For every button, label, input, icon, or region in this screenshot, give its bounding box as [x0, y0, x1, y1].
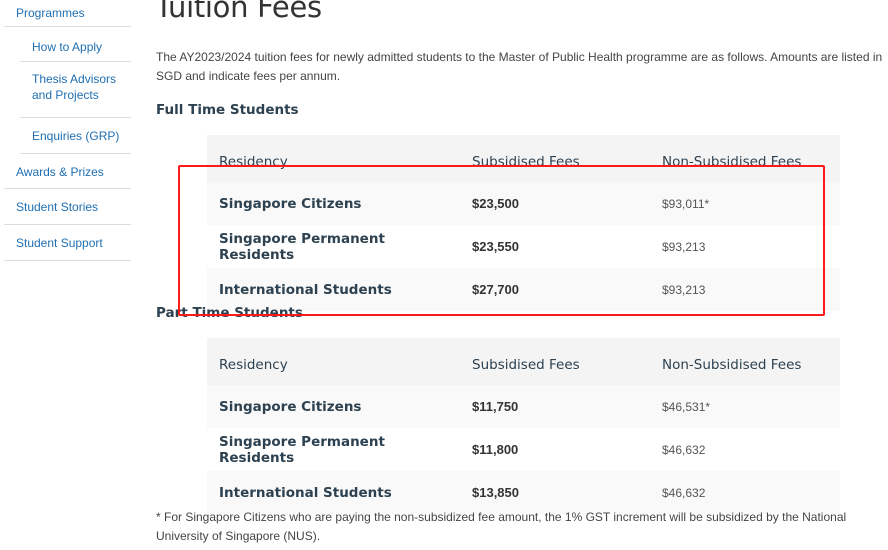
- column-header: Residency: [207, 135, 460, 182]
- residency-cell: Singapore Citizens: [207, 182, 460, 225]
- subsidised-fee-cell: $13,850: [460, 471, 650, 514]
- residency-cell: International Students: [207, 268, 460, 311]
- sidebar-item-awards[interactable]: Awards & Prizes: [4, 154, 131, 189]
- part-time-fees-table: Residency Subsidised Fees Non-Subsidised…: [207, 338, 840, 514]
- sidebar-item-programmes[interactable]: Programmes: [4, 0, 131, 27]
- column-header: Residency: [207, 338, 460, 385]
- subsidised-fee-cell: $11,800: [472, 442, 519, 457]
- column-header: Subsidised Fees: [460, 338, 650, 385]
- non-subsidised-fee-cell: $93,213: [662, 239, 706, 254]
- footnote: * For Singapore Citizens who are paying …: [156, 510, 847, 543]
- column-header: Subsidised Fees: [460, 135, 650, 182]
- table-row: International Students $27,700 $93,213: [207, 268, 840, 311]
- table-row: Singapore Citizens $11,750 $46,531*: [207, 385, 840, 428]
- intro-text: The AY2023/2024 tuition fees for newly a…: [156, 50, 883, 83]
- full-time-heading: Full Time Students: [156, 102, 299, 118]
- column-header: Non-Subsidised Fees: [650, 135, 840, 182]
- non-subsidised-fee-cell: $46,632: [662, 442, 706, 457]
- non-subsidised-fee-cell: $46,531*: [650, 385, 840, 428]
- full-time-fees-table: Residency Subsidised Fees Non-Subsidised…: [207, 135, 840, 311]
- sidebar-item-student-stories[interactable]: Student Stories: [4, 189, 131, 225]
- table-row: Singapore Citizens $23,500 $93,011*: [207, 182, 840, 225]
- subsidised-fee-cell: $23,500: [460, 182, 650, 225]
- table-header-row: Residency Subsidised Fees Non-Subsidised…: [207, 135, 840, 182]
- non-subsidised-fee-cell: $46,632: [650, 471, 840, 514]
- residency-cell: Singapore Permanent Residents: [219, 230, 385, 263]
- non-subsidised-fee-cell: $93,213: [650, 268, 840, 311]
- subsidised-fee-cell: $27,700: [460, 268, 650, 311]
- subsidised-fee-cell: $23,550: [472, 239, 519, 254]
- residency-cell: International Students: [207, 471, 460, 514]
- subsidised-fee-cell: $11,750: [460, 385, 650, 428]
- residency-cell: Singapore Permanent Residents: [219, 433, 385, 466]
- sidebar-item-thesis-advisors[interactable]: Thesis Advisors and Projects: [20, 62, 131, 118]
- sidebar-item-enquiries[interactable]: Enquiries (GRP): [20, 118, 131, 154]
- sidebar: Programmes How to Apply Thesis Advisors …: [4, 0, 131, 261]
- page-title: Tuition Fees: [155, 0, 322, 24]
- sidebar-item-student-support[interactable]: Student Support: [4, 225, 131, 261]
- residency-cell: Singapore Citizens: [207, 385, 460, 428]
- sidebar-item-how-to-apply[interactable]: How to Apply: [20, 27, 131, 62]
- table-row: Singapore Permanent Residents $23,550 $9…: [207, 225, 840, 268]
- column-header: Non-Subsidised Fees: [650, 338, 840, 385]
- table-row: International Students $13,850 $46,632: [207, 471, 840, 514]
- table-header-row: Residency Subsidised Fees Non-Subsidised…: [207, 338, 840, 385]
- part-time-heading: Part Time Students: [156, 305, 303, 321]
- non-subsidised-fee-cell: $93,011*: [650, 182, 840, 225]
- table-row: Singapore Permanent Residents $11,800 $4…: [207, 428, 840, 471]
